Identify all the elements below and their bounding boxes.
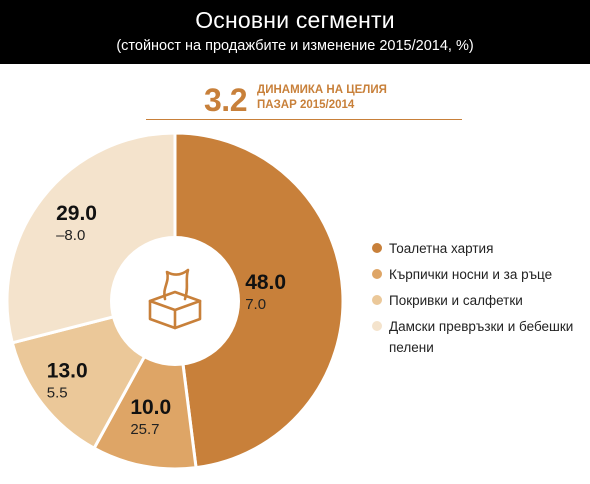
market-dynamics-value: 3.2 (204, 82, 247, 118)
slice-change-label: 5.5 (47, 384, 68, 401)
slice-value-label: 13.0 (47, 359, 88, 382)
legend-label: Тоалетна хартия (389, 241, 494, 256)
slice-change-label: –8.0 (56, 227, 85, 244)
market-dynamics-badge: 3.2 ДИНАМИКА НА ЦЕЛИЯ ПАЗАР 2015/2014 (146, 82, 462, 120)
legend-label: Покривки и салфетки (389, 293, 523, 308)
slice-value-label: 29.0 (56, 202, 97, 225)
legend-item: Покривки и салфетки (372, 290, 582, 311)
market-dynamics-label: ДИНАМИКА НА ЦЕЛИЯ ПАЗАР 2015/2014 (257, 84, 387, 111)
legend-swatch (372, 295, 382, 305)
header-bar: Основни сегменти (стойност на продажбите… (0, 0, 590, 64)
legend-swatch (372, 269, 382, 279)
legend-item: Дамски превръзки и бебешки пелени (372, 316, 582, 358)
legend-label: Кърпички носни и за ръце (389, 267, 553, 282)
slice-value-label: 48.0 (245, 271, 286, 294)
slice-change-label: 25.7 (130, 421, 159, 438)
legend-item: Тоалетна хартия (372, 238, 582, 259)
legend-label: Дамски превръзки и бебешки пелени (389, 319, 574, 355)
slice-change-label: 7.0 (245, 296, 266, 313)
donut-chart: 48.0 7.0 10.0 25.7 13.0 5.5 29.0 –8.0 (5, 131, 345, 471)
donut-hole (110, 236, 240, 366)
slice-value-label: 10.0 (130, 396, 171, 419)
tissue-box-icon (148, 268, 202, 330)
donut-slice (173, 131, 345, 470)
chart-title: Основни сегменти (195, 7, 395, 33)
chart-legend: Тоалетна хартия Кърпички носни и за ръце П… (372, 238, 582, 363)
legend-swatch (372, 243, 382, 253)
chart-subtitle: (стойност на продажбите и изменение 2015… (116, 38, 474, 54)
legend-item: Кърпички носни и за ръце (372, 264, 582, 285)
badge-divider (146, 119, 462, 120)
legend-swatch (372, 321, 382, 331)
